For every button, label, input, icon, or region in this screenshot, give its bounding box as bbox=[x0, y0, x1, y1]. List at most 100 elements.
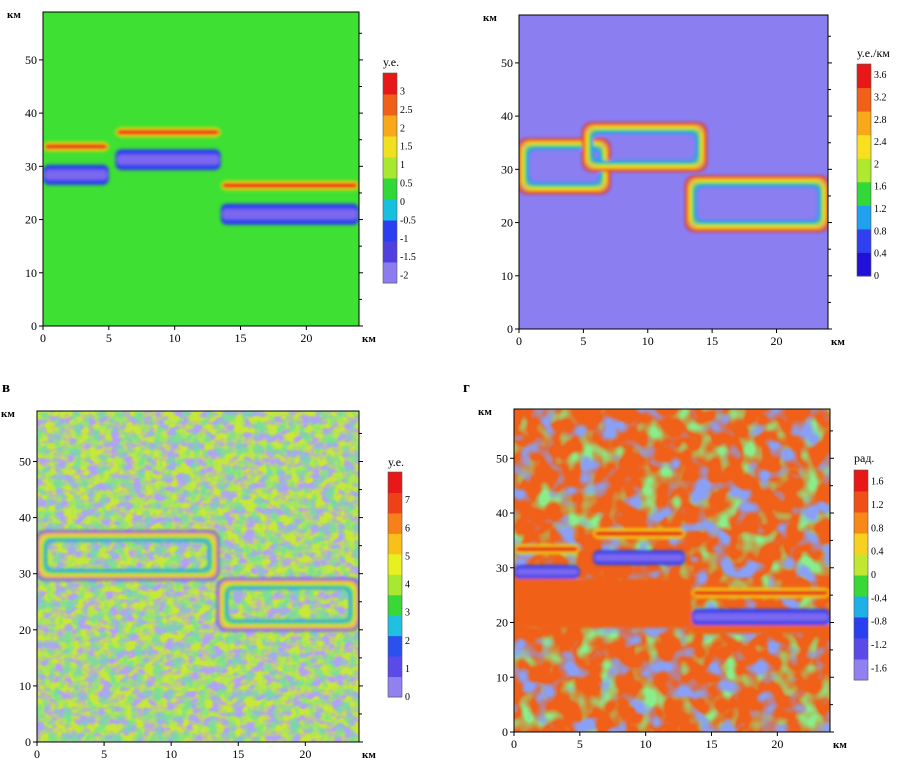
colorbar-segment bbox=[857, 111, 871, 136]
y-tick-label: 0 bbox=[31, 319, 37, 333]
colorbar: 3 2.5 2 1.5 1 0.5 0 -0.5 -1 -1.5 -2 у.е. bbox=[382, 55, 416, 284]
heatmap-field bbox=[514, 409, 830, 732]
anomaly-core bbox=[116, 129, 220, 135]
colorbar-segment bbox=[388, 656, 402, 678]
plot-frame bbox=[42, 11, 360, 327]
colorbar-segment bbox=[857, 228, 871, 253]
colorbar-tick-label: 3 bbox=[405, 608, 410, 619]
heatmap-anomalies bbox=[519, 122, 828, 232]
anomaly-contour bbox=[216, 578, 359, 631]
colorbar-tick-label: 5 bbox=[405, 551, 410, 562]
anomaly-contour bbox=[588, 128, 701, 166]
anomaly-contour bbox=[691, 182, 823, 226]
colorbar-tick-label: 2.5 bbox=[400, 105, 413, 116]
colorbar-segment bbox=[388, 492, 402, 514]
colorbar-tick-label: 2 bbox=[405, 636, 410, 647]
colorbar-tick-label: 3 bbox=[400, 86, 405, 97]
colorbar-tick-label: -1.6 bbox=[871, 663, 887, 674]
x-tick-label: 5 bbox=[577, 737, 583, 751]
x-tick-label: 0 bbox=[516, 334, 522, 348]
y-tick-label: 30 bbox=[19, 567, 31, 581]
y-tick-label: 0 bbox=[25, 735, 31, 749]
anomaly-core bbox=[116, 154, 220, 165]
y-tick-label: 40 bbox=[25, 106, 37, 120]
y-axis-unit: км bbox=[478, 406, 492, 418]
anomaly-contour bbox=[689, 179, 825, 228]
colorbar-segment bbox=[383, 115, 397, 137]
x-tick-label: 5 bbox=[101, 747, 107, 761]
colorbar-tick-label: 6 bbox=[405, 523, 410, 534]
x-tick-label: 15 bbox=[232, 747, 244, 761]
colorbar: 1.6 1.2 0.8 0.4 0 -0.4 -0.8 -1.2 -1.6 рад. bbox=[853, 451, 887, 681]
y-axis-unit: км bbox=[7, 9, 21, 21]
colorbar-segment bbox=[857, 181, 871, 206]
y-axis-unit: км bbox=[1, 408, 15, 420]
x-tick-label: 5 bbox=[106, 331, 112, 345]
x-tick-label: 20 bbox=[771, 334, 783, 348]
colorbar-tick-label: 1.2 bbox=[874, 204, 887, 215]
heatmap-field bbox=[37, 411, 359, 742]
x-axis-unit: км bbox=[362, 333, 376, 345]
heatmap-anomalies bbox=[514, 528, 830, 634]
anomaly-contour bbox=[40, 534, 215, 577]
colorbar-tick-label: 1 bbox=[405, 664, 410, 675]
x-tick-label: 15 bbox=[706, 334, 718, 348]
heatmap-anomalies bbox=[43, 127, 359, 225]
colorbar-tick-label: 2 bbox=[400, 123, 405, 134]
colorbar-frame bbox=[382, 72, 398, 284]
y-tick-label: 30 bbox=[501, 162, 513, 176]
plot-frame bbox=[518, 14, 829, 330]
y-tick-label: 0 bbox=[502, 725, 508, 739]
colorbar-tick-label: -1 bbox=[400, 234, 408, 245]
anomaly-contour bbox=[590, 131, 699, 163]
x-tick-label: 20 bbox=[771, 737, 783, 751]
x-tick-label: 0 bbox=[40, 331, 46, 345]
anomaly-contour bbox=[584, 124, 705, 170]
colorbar-segment bbox=[854, 575, 868, 597]
y-tick-label: 20 bbox=[496, 616, 508, 630]
panel-a: 0 5 10 15 20 0 10 20 30 40 50 км км 3 2.5 2 1.5 1 0.5 0 -0.5… bbox=[7, 9, 416, 345]
anomaly-core bbox=[222, 183, 358, 188]
anomaly-core bbox=[693, 612, 829, 622]
colorbar: 3.6 3.2 2.8 2.4 2 1.6 1.2 0.8 0.4 0 у.е./км bbox=[856, 46, 890, 282]
anomaly-core bbox=[693, 590, 829, 596]
colorbar-segment bbox=[854, 554, 868, 576]
anomaly-core bbox=[515, 546, 579, 552]
colorbar-segment bbox=[857, 205, 871, 230]
y-tick-label: 40 bbox=[501, 109, 513, 123]
colorbar-tick-label: 1.6 bbox=[871, 477, 884, 488]
colorbar-segment bbox=[388, 574, 402, 596]
x-tick-label: 15 bbox=[235, 331, 247, 345]
colorbar-tick-label: -0.8 bbox=[871, 617, 887, 628]
y-tick-label: 0 bbox=[507, 322, 513, 336]
colorbar-tick-label: -2 bbox=[400, 271, 408, 282]
y-tick-label: 50 bbox=[501, 56, 513, 70]
colorbar-segment bbox=[854, 491, 868, 513]
x-tick-label: 0 bbox=[511, 737, 517, 751]
x-tick-label: 0 bbox=[34, 747, 40, 761]
anomaly-core bbox=[44, 144, 108, 150]
colorbar-segment bbox=[854, 659, 868, 681]
colorbar-segment bbox=[388, 676, 402, 698]
colorbar-segment bbox=[854, 617, 868, 639]
colorbar-tick-label: 4 bbox=[405, 580, 410, 591]
colorbar-tick-label: 0.4 bbox=[874, 249, 887, 260]
anomaly-contour bbox=[44, 539, 211, 572]
colorbar-segment bbox=[854, 470, 868, 492]
colorbar-tick-label: 0 bbox=[871, 570, 876, 581]
y-tick-label: 20 bbox=[25, 213, 37, 227]
x-tick-label: 20 bbox=[300, 331, 312, 345]
anomaly-contour bbox=[687, 177, 828, 230]
colorbar-tick-label: 0.4 bbox=[871, 547, 884, 558]
colorbar-segment bbox=[388, 553, 402, 575]
heatmap-anomalies bbox=[37, 530, 359, 631]
x-axis-unit: км bbox=[362, 749, 376, 761]
x-axis-unit: км bbox=[833, 739, 847, 751]
x-tick-label: 10 bbox=[169, 331, 181, 345]
colorbar-frame bbox=[856, 63, 872, 277]
panel-d: 0 5 10 15 20 0 10 20 30 40 50 км км 1.6 1.2 0.8 0.4 0 -0.4… bbox=[478, 406, 887, 751]
anomaly-contour bbox=[586, 126, 703, 168]
y-tick-label: 30 bbox=[496, 561, 508, 575]
x-tick-label: 5 bbox=[580, 334, 586, 348]
